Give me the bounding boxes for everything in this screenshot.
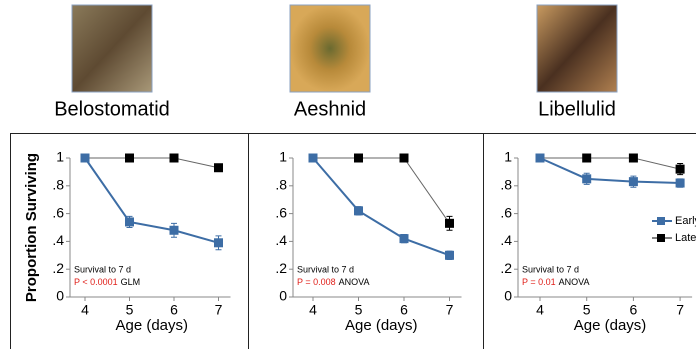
marker (125, 154, 134, 163)
y-tick-label: .6 (52, 204, 64, 220)
series-line (85, 158, 219, 168)
x-tick-label: 7 (446, 302, 454, 318)
y-tick-label: .8 (500, 177, 512, 193)
marker (214, 238, 223, 247)
note: Survival to 7 d (74, 264, 131, 274)
y-tick-label: .2 (275, 260, 287, 276)
y-tick-label: .2 (500, 260, 512, 276)
series-line (85, 158, 219, 243)
marker (629, 154, 638, 163)
x-tick-label: 6 (170, 302, 178, 318)
legend-marker (657, 234, 665, 242)
y-tick-label: 1 (504, 149, 512, 165)
y-tick-label: 1 (279, 149, 287, 165)
y-tick-label: .2 (52, 260, 64, 276)
marker (170, 226, 179, 235)
legend-label: Late (675, 232, 696, 244)
figure: Belostomatid 0 .2 .4 .6 .8 1 4 5 6 7 Age (days) Prop… (0, 0, 696, 349)
x-tick-label: 5 (126, 302, 134, 318)
x-tick-label: 4 (309, 302, 317, 318)
series-line (313, 158, 450, 255)
marker (309, 154, 318, 163)
y-tick-label: 0 (504, 288, 512, 304)
marker (170, 154, 179, 163)
y-tick-label: .6 (275, 204, 287, 220)
y-tick-label: 0 (279, 288, 287, 304)
chart-title: Libellulid (538, 98, 616, 120)
test-name: ANOVA (559, 277, 590, 287)
x-axis-label: Age (days) (345, 317, 418, 334)
x-tick-label: 4 (536, 302, 544, 318)
series-line (540, 158, 680, 183)
marker (354, 206, 363, 215)
marker (676, 165, 685, 174)
x-tick-label: 6 (630, 302, 638, 318)
x-axis-label: Age (days) (574, 317, 647, 334)
y-tick-label: .8 (275, 177, 287, 193)
legend-label: Early (675, 215, 696, 227)
chart-title: Aeshnid (294, 98, 366, 120)
note: Survival to 7 d (297, 264, 354, 274)
series-line (313, 158, 450, 223)
page: {"chart_data": [ {"type": "line", "title… (0, 0, 696, 349)
x-tick-label: 5 (355, 302, 363, 318)
photo (290, 5, 370, 92)
marker (81, 154, 90, 163)
y-tick-label: .4 (52, 232, 64, 248)
legend-marker (657, 217, 665, 225)
photo (72, 5, 152, 92)
marker (676, 179, 685, 188)
y-tick-label: 1 (56, 149, 64, 165)
p-value-text: P = 0.01 (522, 277, 556, 287)
marker (125, 217, 134, 226)
marker (400, 234, 409, 243)
marker (536, 154, 545, 163)
y-axis-label: Proportion Surviving (23, 153, 40, 302)
p-value-text: P = 0.008 (297, 277, 336, 287)
x-tick-label: 4 (81, 302, 89, 318)
test-name: ANOVA (339, 277, 370, 287)
x-axis-label: Age (days) (115, 317, 188, 334)
marker (582, 174, 591, 183)
marker (400, 154, 409, 163)
marker (582, 154, 591, 163)
x-tick-label: 5 (583, 302, 591, 318)
y-tick-label: .4 (275, 232, 287, 248)
chart-title: Belostomatid (54, 98, 170, 120)
test-name: GLM (121, 277, 141, 287)
y-tick-label: 0 (56, 288, 64, 304)
marker (629, 177, 638, 186)
marker (445, 219, 454, 228)
p-value-text: P < 0.0001 (74, 277, 118, 287)
marker (214, 163, 223, 172)
note: Survival to 7 d (522, 264, 579, 274)
y-tick-label: .6 (500, 204, 512, 220)
x-tick-label: 7 (676, 302, 684, 318)
marker (354, 154, 363, 163)
x-tick-label: 6 (400, 302, 408, 318)
y-tick-label: .8 (52, 177, 64, 193)
y-tick-label: .4 (500, 232, 512, 248)
photo (537, 5, 617, 92)
marker (445, 251, 454, 260)
x-tick-label: 7 (215, 302, 223, 318)
